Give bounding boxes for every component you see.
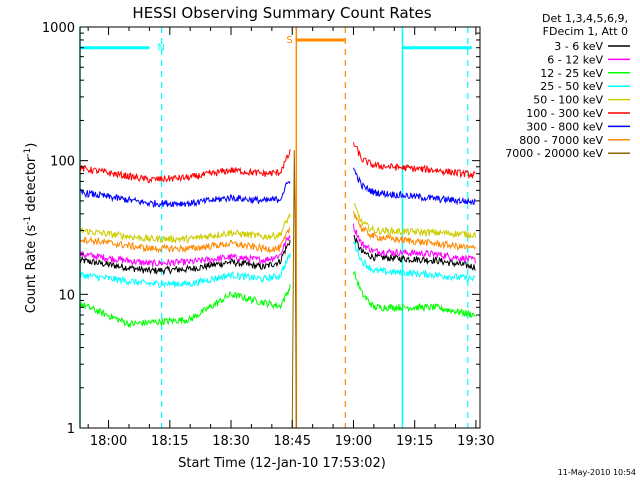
- legend-label-8: 7000 - 20000 keV: [505, 147, 603, 160]
- plot-frame: [79, 26, 481, 429]
- axes: 1 10 100 1000 18:00 18:15 18:30 18:45 19:00 19:15…: [42, 21, 495, 449]
- y-tick-label-1: 10: [58, 288, 75, 303]
- legend-label-6: 300 - 800 keV: [526, 120, 603, 133]
- y-tick-label-2: 100: [50, 155, 75, 170]
- series-line-7-seg-1: [353, 210, 476, 252]
- x-tick-label-6: 19:30: [457, 434, 494, 449]
- x-tick-label-0: 18:00: [90, 434, 127, 449]
- series-line-4-seg-0: [79, 213, 291, 245]
- x-tick-label-4: 19:00: [335, 434, 372, 449]
- series-line-4-seg-1: [353, 203, 476, 239]
- x-tick-label-1: 18:15: [151, 434, 188, 449]
- legend-header-1: FDecim 1, Att 0: [543, 25, 628, 38]
- series-line-5-seg-0: [79, 149, 291, 184]
- series-line-1-seg-0: [79, 235, 291, 267]
- x-axis-label: Start Time (12-Jan-10 17:53:02): [178, 456, 386, 471]
- chart-title: HESSI Observing Summary Count Rates: [132, 4, 431, 22]
- series-line-0-seg-0: [79, 240, 291, 276]
- series-line-0-seg-1: [353, 234, 476, 271]
- flag-label-N: N: [157, 43, 164, 54]
- series-line-5-seg-1: [353, 142, 476, 180]
- legend-label-5: 100 - 300 keV: [526, 107, 603, 120]
- series-line-1-seg-1: [353, 223, 476, 264]
- x-tick-label-5: 19:15: [396, 434, 433, 449]
- y-tick-label-3: 1000: [42, 21, 75, 36]
- flag-label-S: S: [286, 35, 292, 46]
- series-line-6-seg-1: [353, 167, 476, 206]
- x-tick-label-3: 18:45: [274, 434, 311, 449]
- legend-label-0: 3 - 6 keV: [554, 40, 603, 53]
- legend-label-7: 800 - 7000 keV: [519, 134, 603, 147]
- legend-header-0: Det 1,3,4,5,6,9,: [542, 12, 628, 25]
- legend-label-2: 12 - 25 keV: [540, 67, 603, 80]
- series-line-8: [291, 150, 297, 429]
- y-tick-label-0: 1: [67, 422, 75, 437]
- series-line-2-seg-1: [353, 270, 476, 318]
- legend-label-3: 25 - 50 keV: [540, 80, 603, 93]
- series-line-2-seg-0: [79, 284, 291, 328]
- legend: Det 1,3,4,5,6,9,FDecim 1, Att 0 3 - 6 keV…: [505, 12, 630, 160]
- series-group: [79, 142, 476, 429]
- legend-label-4: 50 - 100 keV: [533, 94, 603, 107]
- series-line-3-seg-1: [353, 241, 476, 283]
- legend-label-1: 6 - 12 keV: [547, 53, 603, 66]
- series-line-6-seg-0: [79, 180, 291, 208]
- x-tick-label-2: 18:30: [212, 434, 249, 449]
- y-axis-label: Count Rate (s-1 detector-1): [23, 143, 39, 314]
- footer-timestamp: 11-May-2010 10:54: [558, 468, 636, 477]
- series-line-7-seg-0: [79, 227, 291, 255]
- series-line-3-seg-0: [79, 253, 291, 288]
